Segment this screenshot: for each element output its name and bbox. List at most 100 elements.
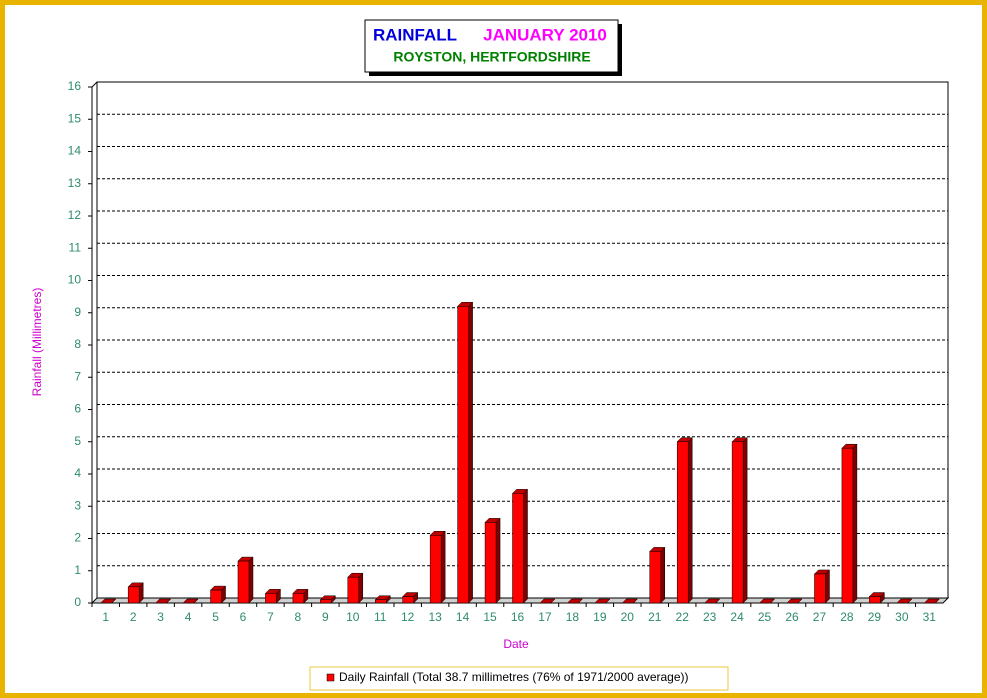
bar: [292, 593, 305, 604]
bar: [731, 441, 744, 604]
x-tick-label: 31: [923, 610, 937, 624]
bar: [512, 493, 524, 604]
bar-top: [758, 598, 776, 604]
y-tick-label: 8: [74, 337, 81, 351]
bar-side: [660, 546, 666, 604]
x-tick-label: 6: [240, 610, 247, 624]
bar-side: [248, 556, 254, 604]
bar-top: [100, 598, 117, 604]
bar-top: [155, 598, 172, 604]
bar: [127, 586, 140, 604]
x-tick-label: 22: [676, 610, 690, 624]
x-tick-label: 17: [538, 610, 552, 624]
y-tick-label: 1: [74, 563, 81, 577]
bar: [265, 593, 277, 604]
x-tick-label: 13: [428, 610, 442, 624]
x-tick-label: 27: [813, 610, 827, 624]
bar: [402, 596, 414, 604]
left-wall-top: [91, 81, 98, 88]
x-tick-label: 1: [102, 610, 109, 624]
legend-box: [309, 666, 729, 691]
bar: [841, 447, 854, 604]
bar: [320, 599, 332, 604]
y-tick-label: 6: [74, 402, 81, 416]
y-tick-label: 16: [68, 79, 82, 93]
bar: [237, 560, 250, 604]
y-tick-label: 12: [68, 208, 82, 222]
bar-side: [523, 488, 528, 604]
bar-top: [786, 598, 803, 604]
x-tick-label: 24: [730, 610, 744, 624]
x-tick-label: 18: [566, 610, 580, 624]
x-tick-label: 2: [130, 610, 137, 624]
legend-label: Daily Rainfall (Total 38.7 millimetres (…: [339, 670, 689, 684]
chart-subtitle: ROYSTON, HERTFORDSHIRE: [393, 49, 590, 65]
bar: [484, 522, 497, 604]
bar: [429, 535, 442, 604]
bar: [676, 441, 689, 604]
bar: [374, 599, 387, 604]
x-tick-label: 20: [621, 610, 635, 624]
chart-title: JANUARY 2010: [483, 25, 607, 44]
x-tick-label: 28: [840, 610, 854, 624]
bar-top: [539, 598, 556, 604]
x-tick-label: 29: [868, 610, 882, 624]
x-tick-label: 25: [758, 610, 772, 624]
x-tick-label: 10: [346, 610, 360, 624]
bar-top: [923, 598, 940, 604]
x-tick-label: 8: [295, 610, 302, 624]
x-tick-label: 21: [648, 610, 662, 624]
y-tick-label: 4: [74, 466, 81, 480]
x-tick-label: 9: [322, 610, 329, 624]
bar-top: [704, 598, 721, 604]
bar-side: [440, 530, 446, 604]
bar-top: [621, 598, 638, 604]
bar-top: [182, 598, 199, 604]
y-tick-label: 5: [74, 434, 81, 448]
y-tick-label: 9: [74, 305, 81, 319]
bar-side: [825, 569, 830, 604]
title-box: [364, 19, 619, 73]
x-tick-label: 26: [785, 610, 799, 624]
bar-top: [594, 598, 611, 604]
bar: [347, 576, 360, 604]
bar-top: [896, 598, 913, 604]
y-tick-label: 15: [68, 111, 82, 125]
bar: [649, 551, 662, 604]
y-tick-label: 14: [68, 144, 82, 158]
x-tick-label: 19: [593, 610, 607, 624]
y-axis-label: Rainfall (Millimetres): [30, 288, 44, 397]
y-tick-label: 2: [74, 531, 81, 545]
x-axis-label: Date: [503, 637, 529, 651]
y-tick-label: 10: [68, 273, 82, 287]
y-tick-label: 7: [74, 369, 81, 383]
bar-side: [742, 437, 748, 604]
bar-side: [495, 517, 501, 604]
y-tick-label: 11: [69, 240, 82, 254]
bar-side: [687, 437, 693, 604]
x-tick-label: 4: [185, 610, 192, 624]
bar: [869, 596, 881, 604]
bar: [814, 573, 826, 604]
x-tick-label: 12: [401, 610, 415, 624]
x-tick-label: 16: [511, 610, 525, 624]
x-tick-label: 14: [456, 610, 470, 624]
x-tick-label: 11: [374, 610, 387, 624]
x-tick-label: 7: [267, 610, 274, 624]
legend-swatch: [326, 673, 335, 682]
y-tick-label: 0: [74, 595, 81, 609]
bar-side: [358, 572, 364, 604]
y-tick-label: 13: [68, 176, 82, 190]
x-tick-label: 3: [157, 610, 164, 624]
x-tick-label: 15: [483, 610, 497, 624]
chart-title: RAINFALL: [373, 25, 457, 44]
bar-top: [566, 598, 584, 604]
x-tick-label: 5: [212, 610, 219, 624]
bar: [457, 306, 469, 604]
bar: [210, 589, 222, 604]
x-tick-label: 30: [895, 610, 909, 624]
x-tick-label: 23: [703, 610, 717, 624]
y-tick-label: 3: [74, 498, 81, 512]
bar-side: [468, 301, 473, 604]
